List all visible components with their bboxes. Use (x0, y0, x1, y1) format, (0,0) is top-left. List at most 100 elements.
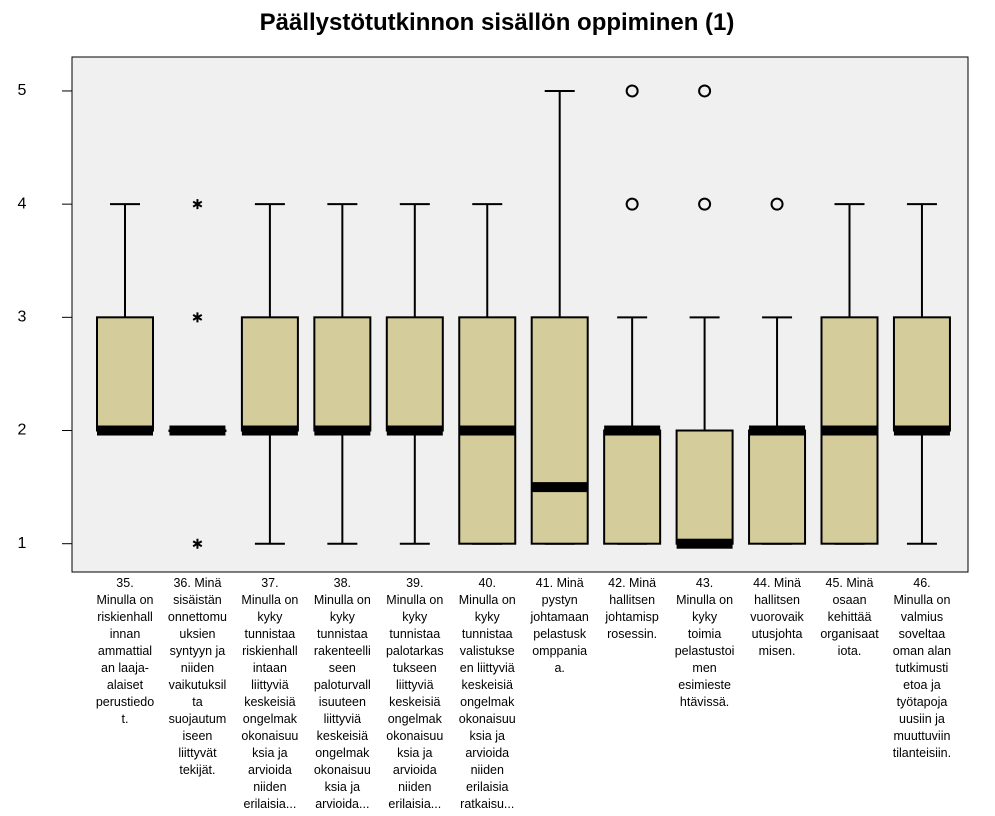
outlier (625, 84, 639, 98)
x-tick-label-line: kehittää (828, 610, 872, 624)
x-tick-label-line: oman alan (893, 644, 951, 658)
x-tick-label: 45. Minä osaan kehittää organisaat iota. (820, 576, 879, 658)
x-tick-label-line: 35. (116, 576, 133, 590)
x-tick-label-line: soveltaa (899, 627, 946, 641)
x-tick-label-line: htävissä. (680, 695, 729, 709)
x-tick-label: 42. Minä hallitsen johtamisp rosessin. (604, 576, 659, 641)
outlier (625, 197, 639, 211)
x-tick-label-line: liittyviä (251, 678, 289, 692)
x-tick-label-line: keskeisiä (462, 678, 513, 692)
x-tick-label-line: liittyvät (178, 746, 217, 760)
plot-area (71, 56, 969, 573)
x-tick-label-line: Minulla on (241, 593, 298, 607)
x-tick-label-line: keskeisiä (389, 695, 440, 709)
x-tick-label-line: keskeisiä (244, 695, 295, 709)
x-tick-label-line: okonaisuu (386, 729, 443, 743)
x-tick-label-line: keskeisiä (317, 729, 368, 743)
x-tick-label-line: t. (122, 712, 129, 726)
x-tick-label-line: syntyyn ja (170, 644, 226, 658)
x-tick-label-line: intaan (253, 661, 287, 675)
box (96, 316, 154, 432)
x-tick-label-line: palotarkas (386, 644, 444, 658)
x-tick-label-line: iota. (838, 644, 862, 658)
x-tick-label: 44. Minä hallitsen vuorovaik utusjohta misen… (750, 576, 804, 658)
x-tick-label-line: esimieste (678, 678, 731, 692)
extreme (192, 199, 203, 210)
x-tick-label-line: onnettomu (168, 610, 227, 624)
box (530, 316, 589, 545)
outlier (698, 84, 712, 98)
median (749, 425, 806, 436)
x-tick-label-line: niiden (471, 763, 504, 777)
x-tick-label: 39. Minulla on kyky tunnistaa palotarkas tuks… (386, 576, 444, 811)
x-tick-label-line: perustiedo (96, 695, 154, 709)
median (241, 425, 298, 436)
x-tick-label-line: 37. (261, 576, 278, 590)
outlier (770, 197, 784, 211)
median (676, 538, 733, 549)
x-tick-label-line: valmius (901, 610, 943, 624)
x-tick-label-line: erilaisia... (244, 797, 297, 811)
x-tick-label-line: a. (554, 661, 564, 675)
x-tick-label-line: muuttuviin (893, 729, 950, 743)
x-tick-label-line: 38. (334, 576, 351, 590)
x-tick-label-line: toimia (688, 627, 721, 641)
x-tick-label-line: Minulla on (314, 593, 371, 607)
median (386, 425, 443, 436)
x-tick-label-line: innan (110, 627, 141, 641)
x-tick-label-line: ksia ja (397, 746, 432, 760)
x-tick-label-line: ksia ja (325, 780, 360, 794)
x-tick-label-line: Minulla on (676, 593, 733, 607)
box (675, 429, 734, 545)
x-tick-label-line: niiden (398, 780, 431, 794)
x-tick-label-line: tunnistaa (462, 627, 513, 641)
x-tick-label-line: an laaja- (101, 661, 149, 675)
median (893, 425, 950, 436)
x-tick-label-line: tunnistaa (389, 627, 440, 641)
x-tick-label-line: rakenteelli (314, 644, 371, 658)
x-tick-label-line: tutkimusti (896, 661, 949, 675)
median (169, 425, 226, 436)
box (603, 429, 662, 545)
x-tick-label-line: tilanteisiin. (893, 746, 951, 760)
y-tick-label: 3 (18, 309, 27, 326)
x-tick-label-line: ongelmak (243, 712, 298, 726)
median (821, 425, 878, 436)
x-tick-label-line: utusjohta (752, 627, 803, 641)
x-tick-label: 41. Minä pystyn johtamaan pelastusk omppania… (530, 576, 589, 675)
y-tick-label: 2 (18, 422, 27, 439)
median (531, 482, 588, 493)
x-tick-label-line: kyky (402, 610, 428, 624)
x-tick-label-line: valistukse (460, 644, 515, 658)
x-tick-label-line: ratkaisu... (460, 797, 514, 811)
x-tick-label-line: ongelmak (315, 746, 370, 760)
x-tick-label-line: pelastustoi (675, 644, 735, 658)
x-tick-label-line: johtamisp (604, 610, 659, 624)
x-tick-label-line: 46. (913, 576, 930, 590)
x-tick-label-line: okonaisuu (459, 712, 516, 726)
extreme (192, 538, 203, 549)
x-tick-label-line: 45. Minä (826, 576, 874, 590)
x-tick-label-line: etoa ja (903, 678, 941, 692)
x-tick-label-line: seen (329, 661, 356, 675)
x-tick-label-line: paloturvall (314, 678, 371, 692)
box (892, 316, 951, 432)
x-tick-label-line: liittyviä (324, 712, 362, 726)
box (748, 429, 807, 545)
x-tick-label-line: Minulla on (893, 593, 950, 607)
median (314, 425, 371, 436)
x-tick-label: 36. Minä sisäistän onnettomu uksien syntyyn … (168, 576, 227, 777)
x-tick-label-line: kyky (475, 610, 501, 624)
x-tick-label-line: 40. (479, 576, 496, 590)
x-tick-label-line: 42. Minä (608, 576, 656, 590)
x-tick-label-line: uusiin ja (899, 712, 945, 726)
x-tick-label-line: arvioida (248, 763, 292, 777)
x-tick-label-line: 43. (696, 576, 713, 590)
y-tick-label: 1 (18, 535, 27, 552)
x-tick-label-line: 44. Minä (753, 576, 801, 590)
x-tick-label-line: 41. Minä (536, 576, 584, 590)
x-tick-label: 40. Minulla on kyky tunnistaa valistukse en l… (459, 576, 516, 811)
extreme (192, 312, 203, 323)
